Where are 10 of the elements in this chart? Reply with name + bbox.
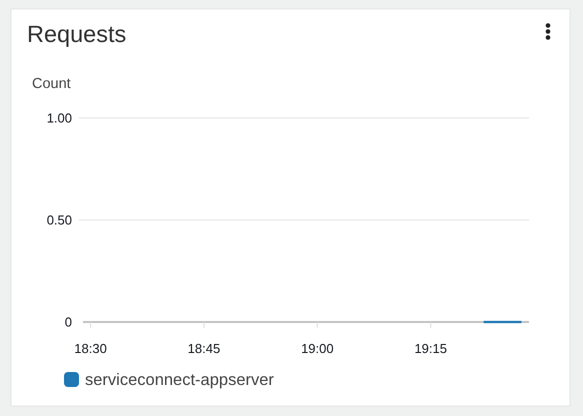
chart-title: Requests — [27, 21, 126, 47]
x-tick-label: 19:15 — [414, 341, 447, 356]
y-tick-label: 0.50 — [46, 212, 72, 228]
y-axis-title: Count — [32, 76, 71, 92]
x-tick-label: 18:45 — [188, 341, 220, 356]
x-tick-label: 18:30 — [74, 341, 107, 356]
legend-label: serviceconnect-appserver — [85, 371, 274, 389]
x-tick-label: 19:00 — [301, 341, 334, 356]
y-tick-label: 0 — [64, 314, 72, 330]
y-tick-label: 1.00 — [46, 110, 72, 126]
